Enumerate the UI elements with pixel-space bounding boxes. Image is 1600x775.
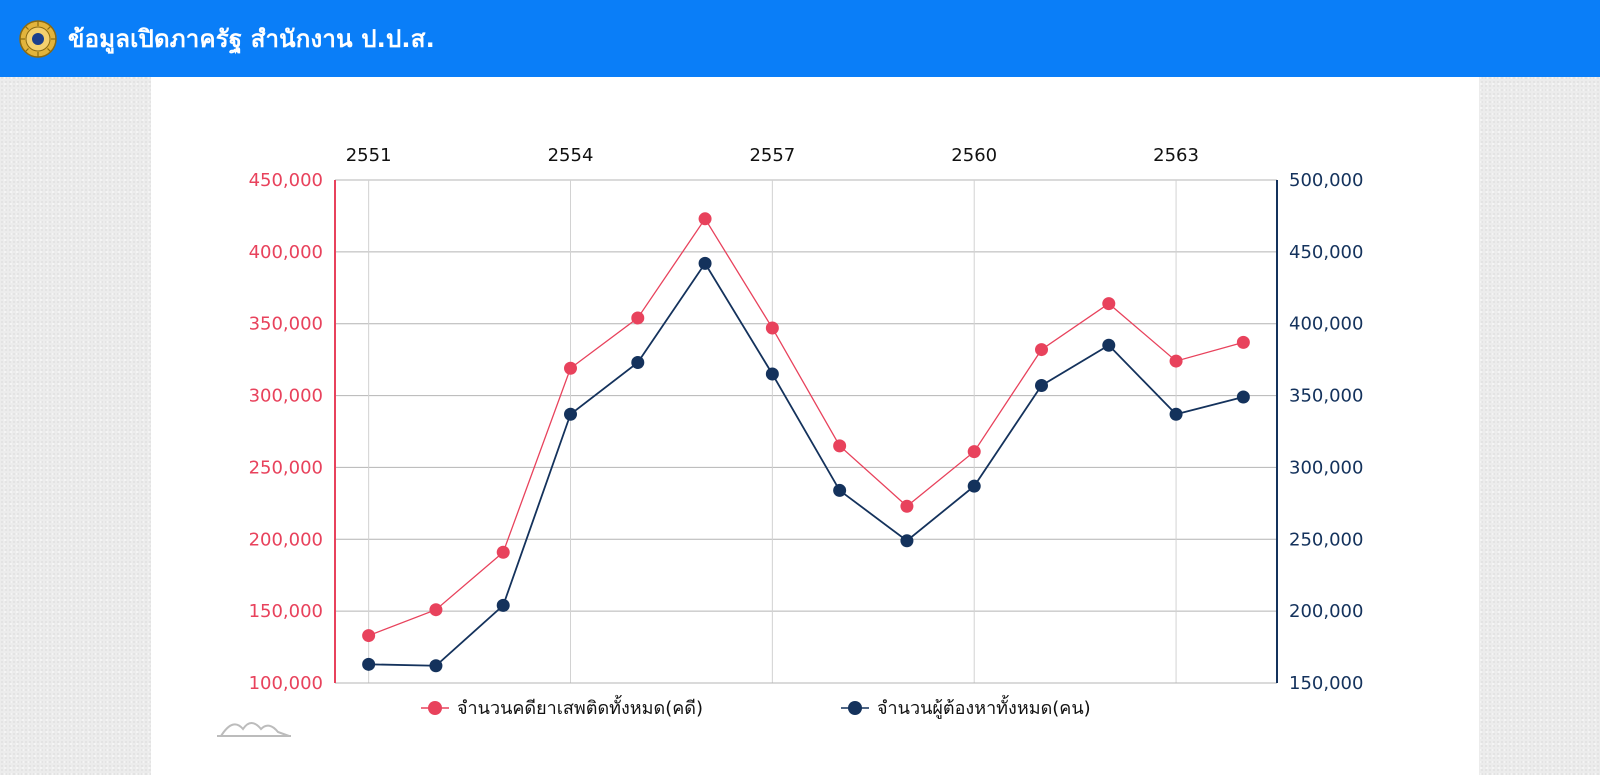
y-left-tick-label: 150,000 [249, 601, 323, 622]
y-left-tick-label: 450,000 [249, 170, 323, 191]
page-title: ข้อมูลเปิดภาครัฐ สำนักงาน ป.ป.ส. [68, 25, 435, 53]
series-2-point[interactable] [564, 407, 577, 421]
series-2-point[interactable] [900, 534, 914, 548]
x-tick-label: 2560 [951, 145, 997, 166]
series-1-point[interactable] [362, 629, 376, 643]
series-2-point[interactable] [698, 256, 712, 270]
series-2-point[interactable] [1169, 407, 1183, 421]
series-line-2 [368, 261, 1244, 667]
series-line-1 [368, 217, 1244, 637]
series-1-point[interactable] [429, 603, 443, 617]
series-2-point[interactable] [1102, 338, 1116, 352]
y-left-tick-label: 350,000 [249, 314, 323, 335]
y-right-tick-label: 400,000 [1289, 314, 1363, 335]
y-right-tick-label: 450,000 [1289, 242, 1363, 263]
series-1-point[interactable] [1169, 354, 1183, 368]
government-seal-icon [19, 19, 57, 58]
y-left-tick-label: 250,000 [249, 457, 323, 478]
legend-marker-2[interactable] [848, 701, 862, 715]
y-right-tick-label: 250,000 [1289, 529, 1363, 550]
series-1-point[interactable] [1035, 343, 1048, 357]
series-2-point[interactable] [496, 598, 510, 612]
y-right-tick-label: 200,000 [1289, 601, 1363, 622]
legend-marker-1[interactable] [428, 701, 442, 715]
series-2-point[interactable] [1035, 379, 1048, 393]
series-2-point[interactable] [765, 367, 779, 381]
series-2-point[interactable] [967, 479, 981, 493]
series-2-point[interactable] [1236, 390, 1250, 404]
series-2-point[interactable] [362, 657, 376, 671]
y-left-tick-label: 200,000 [249, 529, 323, 550]
chart-watermark-icon [217, 722, 291, 737]
series-1-point[interactable] [496, 545, 510, 559]
series-1-point[interactable] [765, 321, 779, 335]
y-right-tick-label: 300,000 [1289, 457, 1363, 478]
series-1-point[interactable] [900, 499, 914, 513]
y-left-tick-label: 400,000 [249, 242, 323, 263]
x-tick-label: 2563 [1153, 145, 1199, 166]
series-1-point[interactable] [1102, 297, 1116, 311]
top-bar: ข้อมูลเปิดภาครัฐ สำนักงาน ป.ป.ส. [0, 0, 1600, 77]
series-2-point[interactable] [631, 356, 645, 370]
series-1-point[interactable] [631, 311, 645, 325]
line-chart: 100,000 150,000 200,000 250,000 300,000 350,0… [217, 145, 1363, 737]
y-right-tick-label: 350,000 [1289, 386, 1363, 407]
series-1-point[interactable] [698, 212, 712, 226]
legend-label-1[interactable]: จำนวนคดียาเสพติดทั้งหมด(คดี) [457, 695, 703, 719]
legend-label-2[interactable]: จำนวนผู้ต้องหาทั้งหมด(คน) [877, 695, 1091, 719]
y-right-tick-label: 150,000 [1289, 673, 1363, 694]
y-right-tick-label: 500,000 [1289, 170, 1363, 191]
x-tick-label: 2551 [346, 145, 392, 166]
y-left-tick-label: 100,000 [249, 673, 323, 694]
series-1-point[interactable] [833, 439, 847, 453]
series-1-point[interactable] [564, 361, 577, 375]
y-left-tick-label: 300,000 [249, 386, 323, 407]
series-2-point[interactable] [429, 659, 443, 673]
x-tick-label: 2557 [749, 145, 795, 166]
chart-panel: 100,000 150,000 200,000 250,000 300,000 350,0… [151, 77, 1479, 775]
x-tick-label: 2554 [548, 145, 594, 166]
series-1-point[interactable] [967, 445, 981, 459]
series-2-point[interactable] [833, 483, 847, 497]
series-1-point[interactable] [1236, 335, 1250, 349]
